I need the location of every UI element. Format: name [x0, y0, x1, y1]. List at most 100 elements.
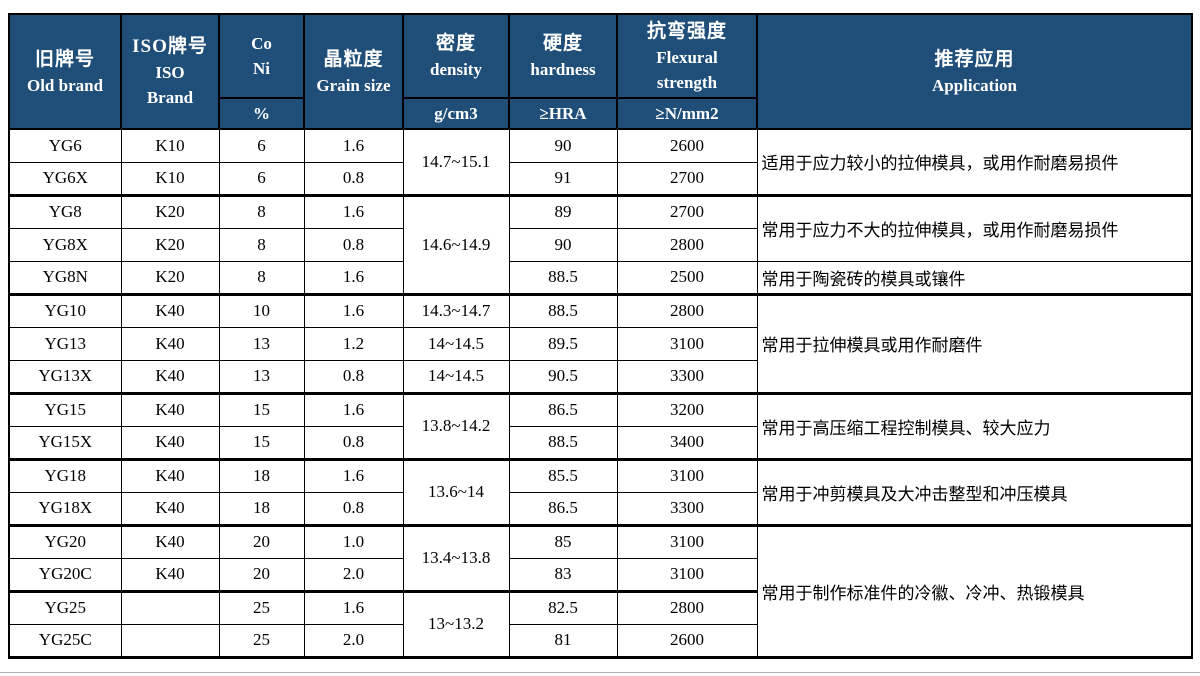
cell-hardness: 90 [508, 128, 618, 163]
cell-density: 13~13.2 [402, 590, 510, 658]
cell-iso-brand: K40 [120, 491, 220, 527]
cell-iso-brand [120, 623, 220, 658]
table-row: YG20 K40 20 1.0 13.4~13.8 85 3100 常用于制作标… [8, 524, 1193, 658]
header-iso-brand-en2: Brand [146, 88, 194, 107]
header-old-brand-en: Old brand [26, 75, 104, 95]
header-iso-brand-zh: ISO牌号 [132, 36, 208, 57]
cell-old-brand: YG18X [8, 491, 122, 527]
cell-application: 常用于应力不大的拉伸模具，或用作耐磨易损件 [756, 194, 1193, 262]
cell-co-percent: 18 [218, 458, 305, 493]
header-flexural: 抗弯强度 Flexural strength [616, 13, 758, 99]
header-iso-brand: ISO牌号 ISO Brand [120, 13, 220, 130]
cell-co-percent: 6 [218, 161, 305, 197]
cell-flexural: 3300 [616, 359, 758, 395]
cell-iso-brand: K20 [120, 260, 220, 296]
cell-co-percent: 13 [218, 326, 305, 361]
table-row: YG13 K40 13 1.2 14~14.5 89.5 3100 [8, 326, 1192, 361]
cell-hardness: 86.5 [508, 491, 618, 527]
header-co-line1: Co [251, 34, 272, 53]
cell-iso-brand: K40 [120, 293, 220, 328]
cell-flexural: 3100 [616, 524, 758, 559]
cell-application: 常用于冲剪模具及大冲击整型和冲压模具 [756, 458, 1193, 527]
cell-old-brand: YG8N [8, 260, 122, 296]
cell-old-brand: YG20 [8, 524, 122, 559]
header-application: 推荐应用 Application [756, 13, 1193, 130]
cell-grain-size: 0.8 [303, 491, 404, 527]
cell-hardness: 82.5 [508, 590, 618, 625]
header-flexural-en1: Flexural [656, 47, 718, 67]
cell-old-brand: YG25C [8, 623, 122, 658]
cell-density: 13.8~14.2 [402, 392, 510, 461]
cell-iso-brand: K40 [120, 359, 220, 395]
cell-hardness: 85.5 [508, 458, 618, 493]
cell-co-percent: 15 [218, 425, 305, 461]
cell-old-brand: YG6X [8, 161, 122, 197]
table-row: YG13X K40 13 0.8 14~14.5 90.5 3300 [8, 359, 1192, 395]
table-row: YG8 K20 8 1.6 14.6~14.9 89 2700 常用于应力不大的… [8, 194, 1193, 296]
cell-flexural: 3100 [616, 326, 758, 361]
cell-old-brand: YG8X [8, 227, 122, 262]
table-row: YG8N K20 8 1.6 88.5 2500 常用于陶瓷砖的模具或镶件 [8, 260, 1193, 296]
cell-co-percent: 15 [218, 392, 305, 427]
header-hardness: 硬度 hardness [508, 13, 618, 99]
cell-iso-brand: K40 [120, 524, 220, 559]
cell-iso-brand: K10 [120, 161, 220, 197]
cell-iso-brand: K20 [120, 227, 220, 262]
cell-co-percent: 6 [218, 128, 305, 163]
header-grain-size-en: Grain size [316, 75, 391, 95]
cell-flexural: 3400 [616, 425, 758, 461]
cell-flexural: 3300 [616, 491, 758, 527]
table-row: YG15X K40 15 0.8 88.5 3400 [8, 425, 1192, 461]
cell-grain-size: 1.6 [303, 392, 404, 427]
cell-co-percent: 8 [218, 260, 305, 296]
table-row: YG6X K10 6 0.8 91 2700 [8, 161, 1192, 197]
cell-iso-brand: K40 [120, 458, 220, 493]
cell-old-brand: YG8 [8, 194, 122, 229]
cell-old-brand: YG13X [8, 359, 122, 395]
header-flexural-unit: ≥N/mm2 [616, 97, 758, 130]
cell-hardness: 88.5 [508, 425, 618, 461]
cell-iso-brand: K40 [120, 557, 220, 593]
cell-grain-size: 0.8 [303, 425, 404, 461]
table-row: YG25C 25 2.0 81 2600 [8, 623, 1192, 658]
cell-flexural: 2500 [616, 260, 758, 296]
cell-hardness: 89.5 [508, 326, 618, 361]
cell-co-percent: 20 [218, 557, 305, 593]
cell-old-brand: YG15X [8, 425, 122, 461]
cell-iso-brand: K40 [120, 326, 220, 361]
cell-grain-size: 2.0 [303, 557, 404, 593]
header-flexural-en2: strength [656, 72, 718, 92]
cell-hardness: 85 [508, 524, 618, 559]
header-co-unit-label: % [253, 104, 270, 123]
cell-co-percent: 20 [218, 524, 305, 559]
table-row: YG6 K10 6 1.6 14.7~15.1 90 2600 适用于应力较小的… [8, 128, 1193, 197]
table-header: 旧牌号 Old brand ISO牌号 ISO Brand Co Ni 晶粒度 … [8, 13, 1193, 130]
table-row: YG20C K40 20 2.0 83 3100 [8, 557, 1192, 593]
cell-flexural: 2700 [616, 161, 758, 197]
cell-flexural: 3100 [616, 557, 758, 593]
cell-grain-size: 1.6 [303, 194, 404, 229]
header-co-ni: Co Ni [218, 13, 305, 99]
table-row: YG18 K40 18 1.6 13.6~14 85.5 3100 常用于冲剪模… [8, 458, 1193, 527]
cell-flexural: 2700 [616, 194, 758, 229]
cell-hardness: 88.5 [508, 260, 618, 296]
cell-old-brand: YG6 [8, 128, 122, 163]
table-row: YG25 25 1.6 13~13.2 82.5 2800 [8, 590, 1192, 658]
cell-grain-size: 1.2 [303, 326, 404, 361]
cell-grain-size: 0.8 [303, 359, 404, 395]
cell-flexural: 2800 [616, 293, 758, 328]
cell-application: 适用于应力较小的拉伸模具，或用作耐磨易损件 [756, 128, 1193, 197]
cell-co-percent: 8 [218, 194, 305, 229]
header-flexural-zh: 抗弯强度 [646, 20, 727, 42]
cell-hardness: 91 [508, 161, 618, 197]
cell-old-brand: YG25 [8, 590, 122, 625]
cell-co-percent: 8 [218, 227, 305, 262]
cell-grain-size: 1.6 [303, 260, 404, 296]
cell-flexural: 2600 [616, 128, 758, 163]
carbide-grades-table: 旧牌号 Old brand ISO牌号 ISO Brand Co Ni 晶粒度 … [8, 13, 1193, 659]
cell-iso-brand: K10 [120, 128, 220, 163]
table-row: YG15 K40 15 1.6 13.8~14.2 86.5 3200 常用于高… [8, 392, 1193, 461]
cell-co-percent: 18 [218, 491, 305, 527]
cell-application: 常用于制作标准件的冷徽、冷冲、热锻模具 [756, 524, 1193, 658]
